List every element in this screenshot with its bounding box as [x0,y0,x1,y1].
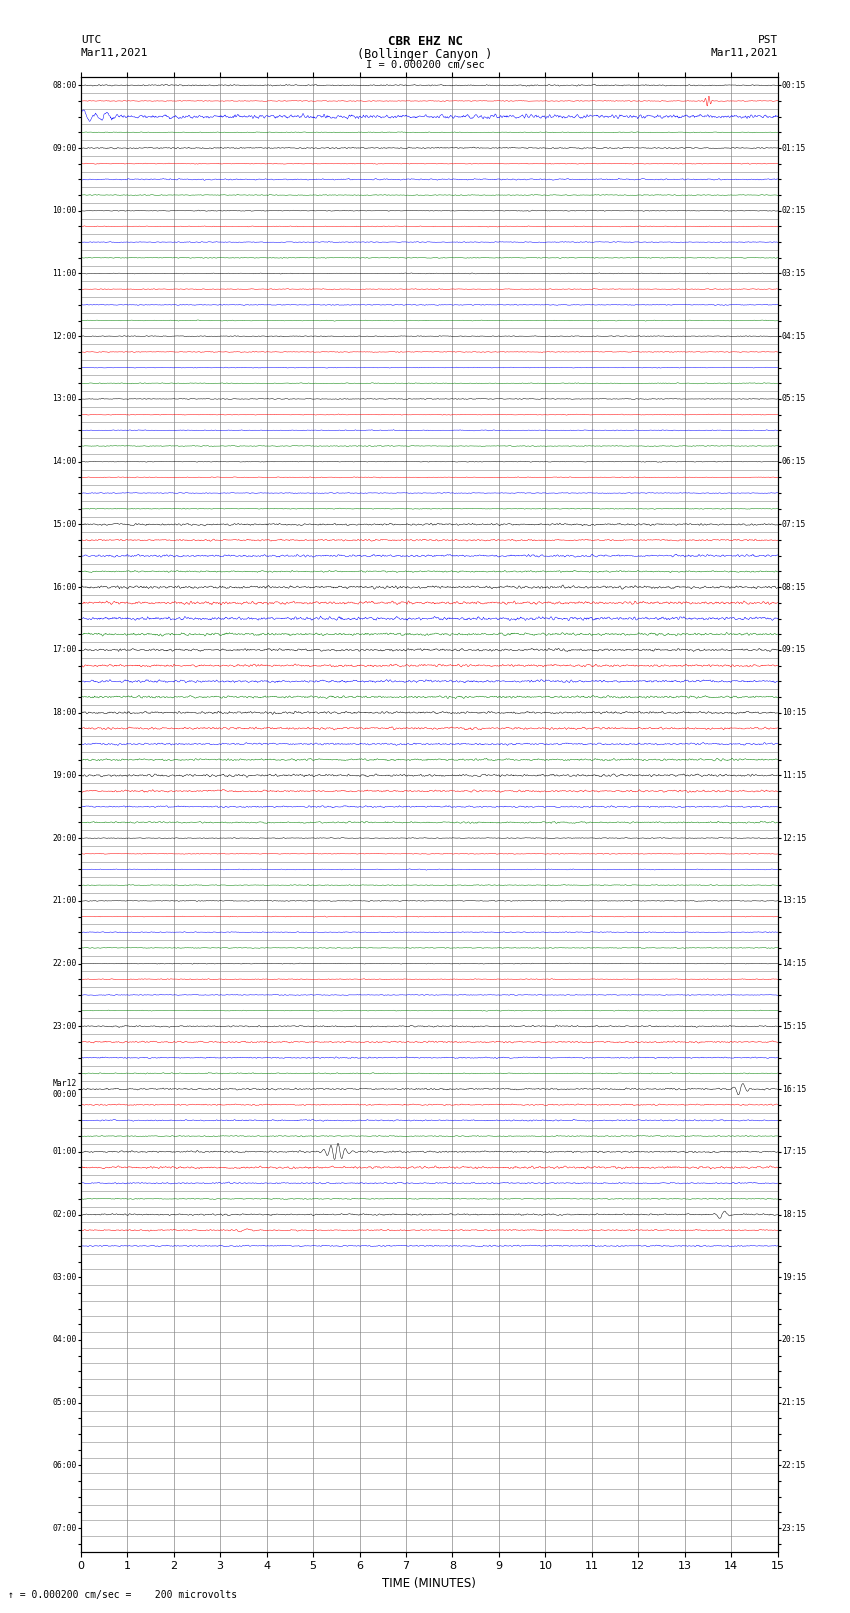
Text: CBR EHZ NC: CBR EHZ NC [388,35,462,48]
Text: Mar11,2021: Mar11,2021 [81,48,148,58]
Text: ↑ = 0.000200 cm/sec =    200 microvolts: ↑ = 0.000200 cm/sec = 200 microvolts [8,1590,238,1600]
Text: (Bollinger Canyon ): (Bollinger Canyon ) [357,48,493,61]
Text: UTC: UTC [81,35,101,45]
Text: Mar11,2021: Mar11,2021 [711,48,778,58]
Text: I = 0.000200 cm/sec: I = 0.000200 cm/sec [366,60,484,69]
X-axis label: TIME (MINUTES): TIME (MINUTES) [382,1578,476,1590]
Text: PST: PST [757,35,778,45]
